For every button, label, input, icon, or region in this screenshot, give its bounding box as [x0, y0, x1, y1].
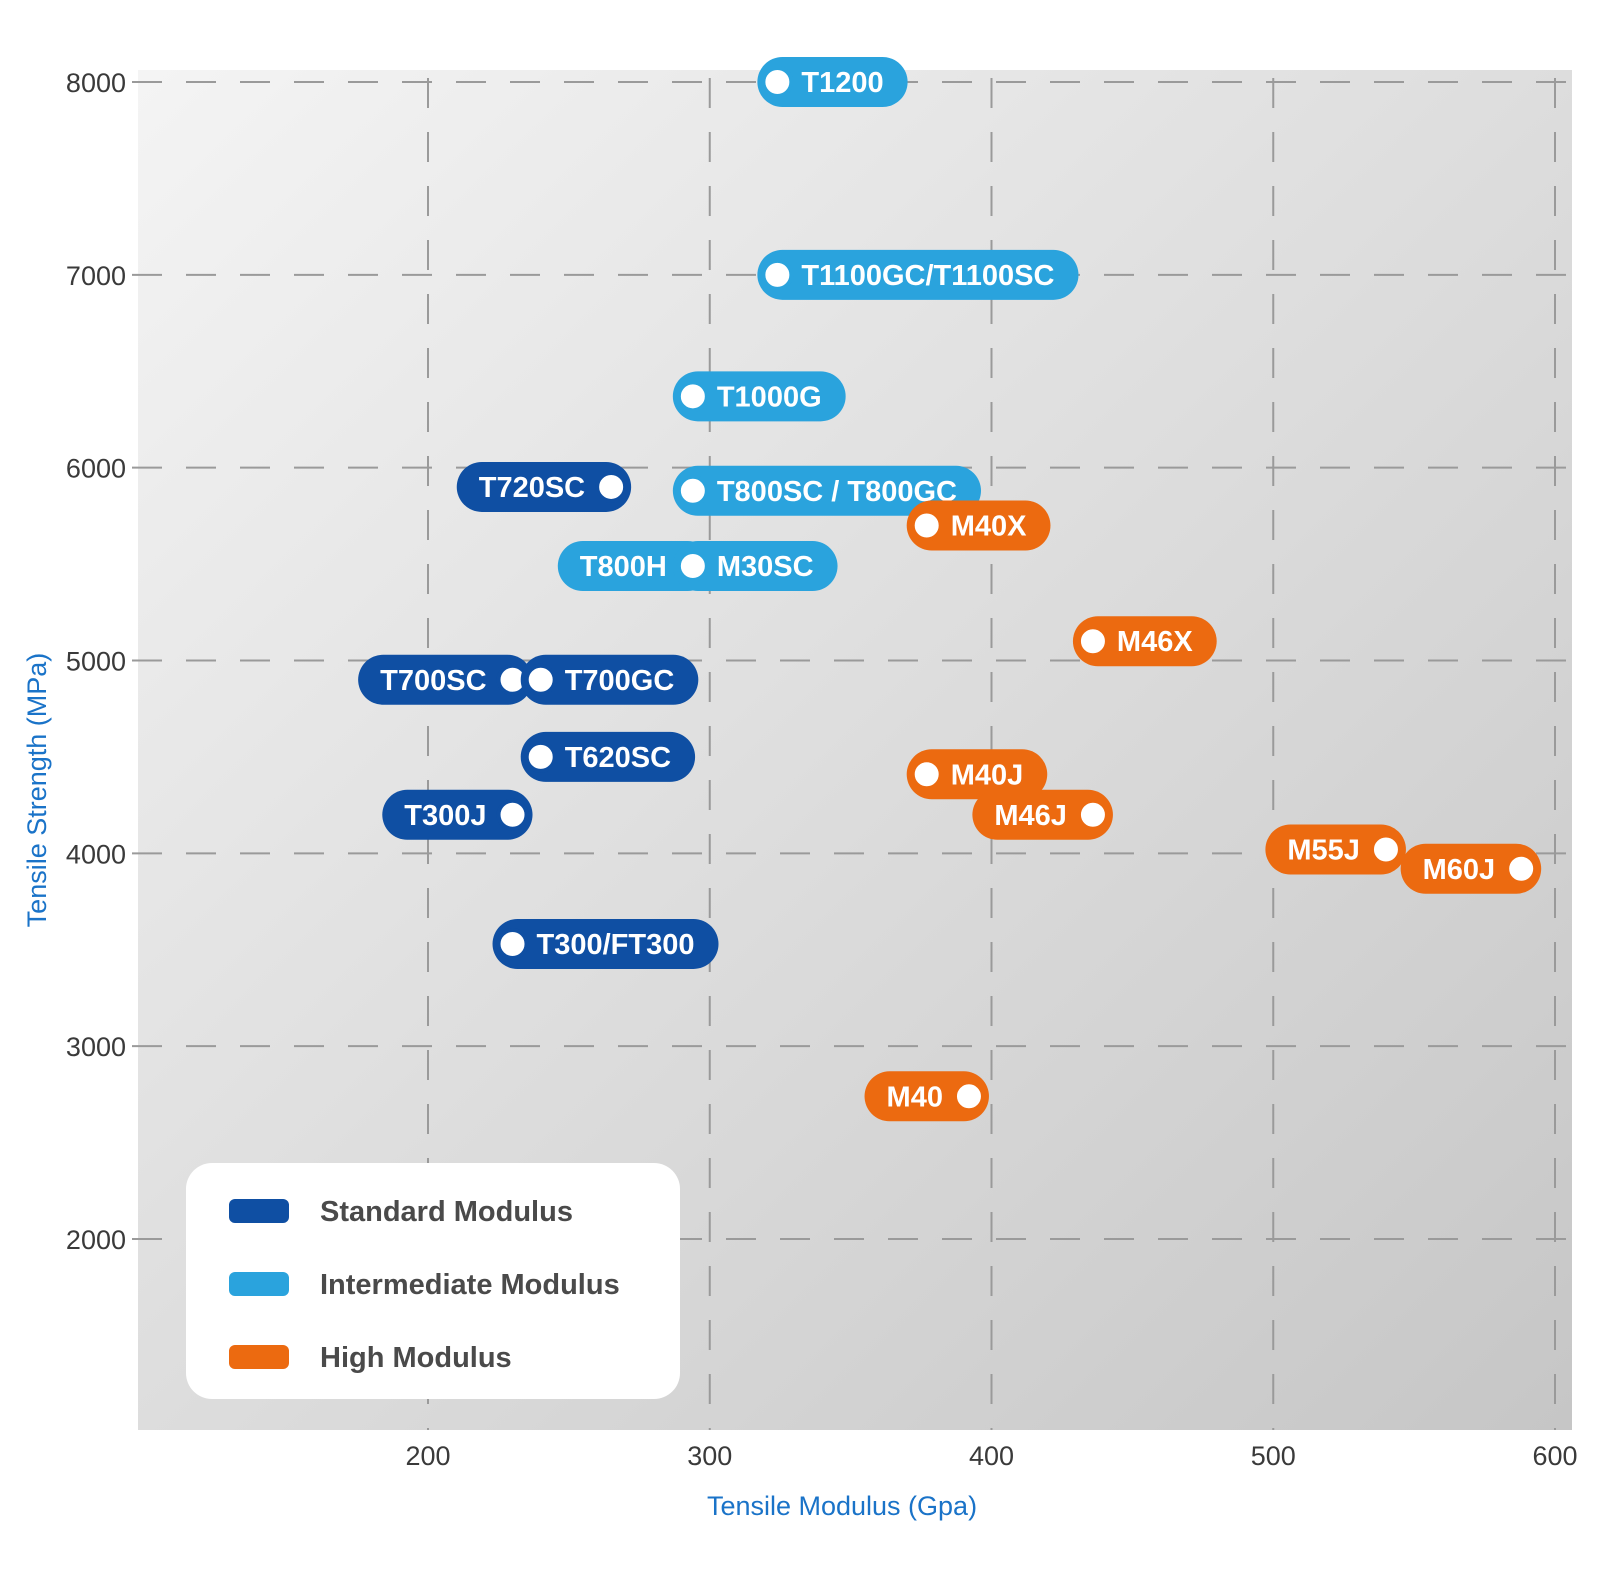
y-tick-label: 6000 [66, 454, 126, 484]
data-point: M60J [1400, 843, 1542, 894]
data-point: M30SC [672, 541, 838, 592]
data-point: T1200 [757, 57, 908, 107]
point-marker [1076, 625, 1109, 658]
grid [132, 78, 1566, 1430]
point-marker [676, 474, 709, 507]
data-point: T300/FT300 [492, 918, 719, 969]
point-label: T1100GC/T1100SC [801, 260, 1054, 292]
point-label-pill [1400, 843, 1542, 894]
point-label: M46J [994, 800, 1067, 832]
point-label: M60J [1423, 854, 1496, 886]
point-label-pill [1265, 824, 1406, 875]
point-marker [676, 550, 709, 583]
point-label: T620SC [565, 742, 671, 774]
legend: Standard Modulus Intermediate Modulus High… [186, 1163, 680, 1399]
legend-swatch [229, 1199, 289, 1223]
y-tick-label: 7000 [66, 261, 126, 291]
point-label-pill [864, 1071, 989, 1122]
point-label: T700SC [380, 665, 486, 697]
point-label-pill [358, 654, 533, 705]
point-label-pill [672, 465, 982, 516]
data-point: T1100GC/T1100SC [757, 249, 1079, 300]
point-label-pill [557, 541, 713, 592]
x-tick-label: 500 [1251, 1441, 1296, 1471]
legend-swatch [229, 1345, 289, 1369]
point-marker [761, 66, 794, 98]
legend-label: Intermediate Modulus [320, 1269, 620, 1301]
data-point: M40 [864, 1071, 989, 1122]
point-label: T800H [580, 551, 667, 583]
point-marker [1369, 833, 1402, 866]
data-point: M46X [1072, 616, 1217, 667]
point-marker [761, 258, 794, 291]
point-label: T1200 [801, 67, 883, 99]
legend-box [186, 1163, 680, 1399]
point-label-pill [520, 731, 696, 782]
legend-label: High Modulus [320, 1342, 512, 1374]
point-label-pill [1072, 616, 1217, 667]
data-point: T700GC [520, 654, 699, 705]
legend-label: Standard Modulus [320, 1196, 573, 1228]
point-label-pill [672, 541, 838, 592]
point-label: T300/FT300 [537, 929, 695, 961]
y-tick-label: 5000 [66, 647, 126, 677]
y-axis-title: Tensile Strength (MPa) [22, 653, 52, 928]
y-tick-label: 4000 [66, 839, 126, 869]
y-tick-label: 2000 [66, 1225, 126, 1255]
x-tick-label: 400 [969, 1441, 1014, 1471]
point-marker [676, 380, 709, 413]
data-point: T1000G [672, 371, 846, 422]
data-points: T720SC T700SC T700GC T620SC T300J T300/FT300 T… [358, 57, 1542, 1122]
point-marker [524, 740, 557, 773]
point-label: M55J [1287, 834, 1360, 866]
point-label: T720SC [479, 472, 585, 504]
point-marker [595, 470, 628, 503]
point-label-pill [672, 371, 846, 422]
point-marker [952, 1080, 985, 1113]
data-point: T300J [382, 789, 533, 840]
point-label: M40X [951, 511, 1027, 543]
point-marker [910, 509, 943, 542]
axis-ticks: 2000 3000 4000 5000 6000 7000 8000 200 300 400 500… [66, 68, 1578, 1471]
point-label-pill [906, 749, 1048, 800]
point-label-pill [757, 249, 1079, 300]
y-tick-label: 3000 [66, 1032, 126, 1062]
point-marker [1076, 798, 1109, 831]
point-label: T700GC [565, 665, 675, 697]
data-point: T700SC [358, 654, 533, 705]
point-marker [496, 798, 529, 831]
point-label-pill [492, 918, 719, 969]
point-marker [910, 758, 943, 791]
legend-swatch [229, 1272, 289, 1296]
data-point: M46J [972, 789, 1113, 840]
x-tick-label: 300 [687, 1441, 732, 1471]
point-marker [496, 927, 529, 960]
point-marker [1505, 852, 1538, 885]
point-label-pill [520, 654, 699, 705]
point-label: T1000G [717, 381, 822, 413]
data-point: M40X [906, 500, 1051, 551]
x-tick-label: 600 [1532, 1441, 1577, 1471]
data-point: T720SC [456, 461, 632, 512]
data-point: M40J [906, 749, 1048, 800]
point-label-pill [972, 789, 1113, 840]
y-tick-label: 8000 [66, 68, 126, 98]
point-label-pill [382, 789, 533, 840]
data-point: M55J [1265, 824, 1406, 875]
x-tick-label: 200 [405, 1441, 450, 1471]
x-axis-title: Tensile Modulus (Gpa) [707, 1491, 977, 1521]
point-label: M30SC [717, 551, 814, 583]
point-label-pill [757, 57, 908, 107]
data-point: T620SC [520, 731, 696, 782]
point-label: M46X [1117, 626, 1193, 658]
point-label: M40 [887, 1081, 943, 1113]
point-label: T300J [404, 800, 486, 832]
point-label-pill [456, 461, 632, 512]
point-label-pill [906, 500, 1051, 551]
point-label: T800SC / T800GC [717, 476, 957, 508]
point-label: M40J [951, 759, 1024, 791]
data-point: T800SC / T800GC [672, 465, 982, 516]
point-marker [524, 663, 557, 696]
